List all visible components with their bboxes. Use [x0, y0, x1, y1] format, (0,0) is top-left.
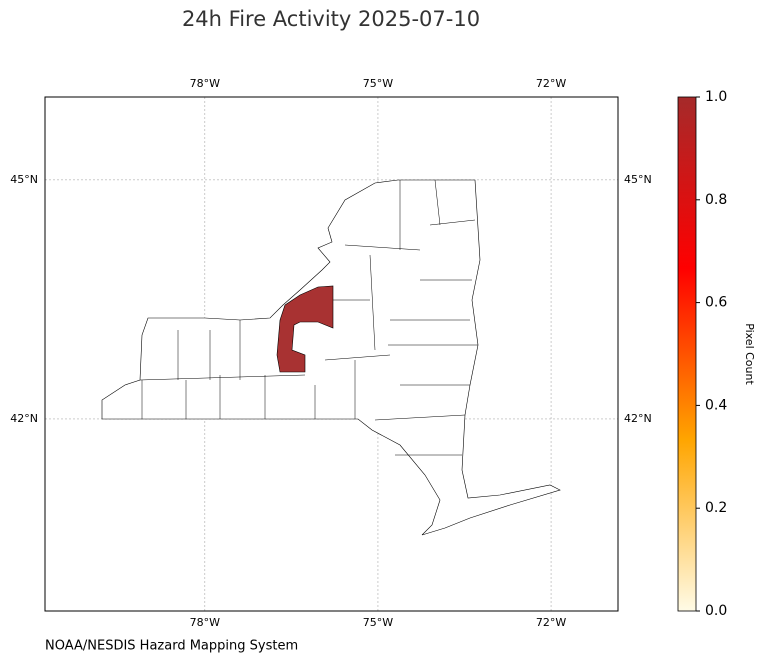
state-outline: [101, 179, 561, 536]
lon-tick-label: 78°W: [190, 77, 220, 90]
new-york-state: [101, 179, 561, 536]
lat-tick-label: 42°N: [624, 412, 652, 425]
colorbar-tick-label: 0.4: [705, 397, 727, 413]
source: NOAA/NESDIS Hazard Mapping System: [45, 639, 298, 654]
lon-tick-label: 72°W: [536, 77, 566, 90]
county-lines: [139, 179, 478, 456]
title: 24h Fire Activity 2025-07-10: [182, 7, 480, 31]
colorbar-tick-label: 0.8: [705, 192, 727, 208]
lon-tick-label: 72°W: [536, 616, 566, 629]
colorbar: [677, 96, 697, 612]
lat-tick-label: 45°N: [10, 173, 38, 186]
colorbar-tick-label: 0.0: [705, 603, 727, 619]
lon-tick-label: 75°W: [363, 77, 393, 90]
colorbar-tick-label: 1.0: [705, 89, 727, 105]
lat-tick-label: 42°N: [10, 412, 38, 425]
lat-tick-label: 45°N: [624, 173, 652, 186]
lon-tick-label: 75°W: [363, 616, 393, 629]
colorbar-tick-label: 0.6: [705, 295, 727, 311]
fire-counties: [276, 285, 334, 373]
colorbar-label: Pixel Count: [743, 323, 756, 385]
map-frame: [44, 96, 619, 612]
lon-tick-label: 78°W: [190, 616, 220, 629]
colorbar-tick-label: 0.2: [705, 500, 727, 516]
